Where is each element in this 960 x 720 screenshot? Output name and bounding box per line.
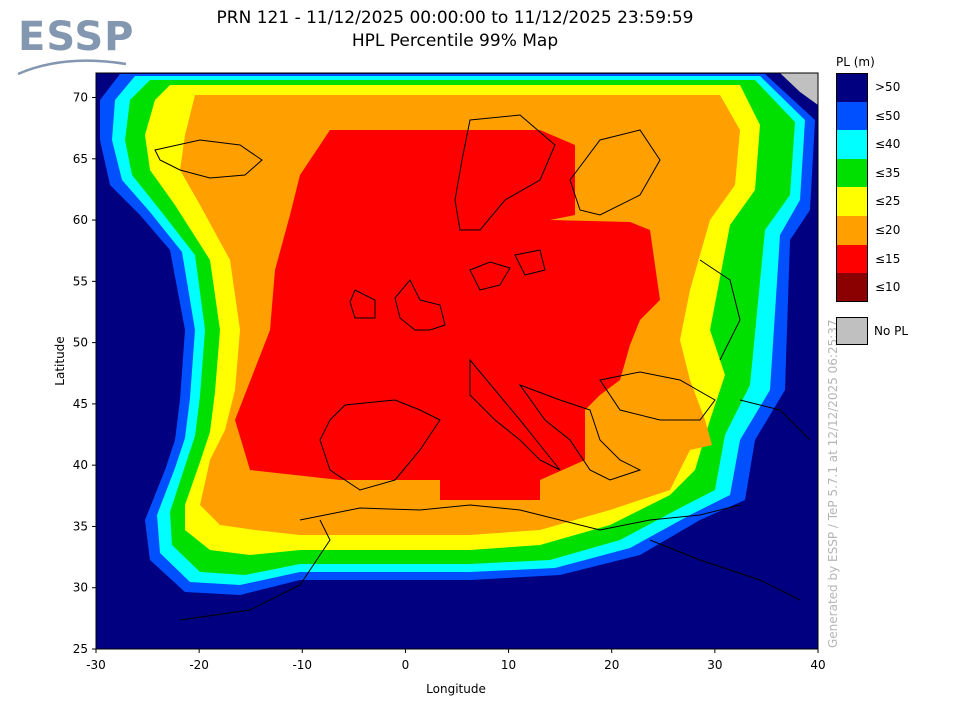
legend-label: ≤50	[875, 108, 901, 123]
x-tick-label: 20	[604, 658, 619, 672]
legend-label: ≤35	[875, 165, 901, 180]
legend-swatch	[836, 158, 868, 188]
y-tick-label: 65	[73, 152, 88, 166]
legend-swatch	[836, 273, 868, 302]
legend-swatch	[836, 187, 868, 216]
chart-subtitle: HPL Percentile 99% Map	[351, 31, 559, 51]
legend-label: ≤10	[875, 280, 901, 295]
x-tick-label: 30	[707, 658, 722, 672]
y-tick-label: 30	[73, 581, 88, 595]
chart-title: PRN 121 - 11/12/2025 00:00:00 to 11/12/2…	[216, 8, 694, 28]
region-core-15	[235, 130, 660, 500]
legend-swatch	[836, 130, 868, 159]
x-axis: -30 -20 -10 0 10 20 30 40	[86, 649, 826, 672]
logo-text: ESSP	[18, 14, 135, 60]
region-no-pl	[780, 73, 818, 105]
x-tick-label: -10	[292, 658, 312, 672]
y-tick-label: 70	[73, 91, 88, 105]
logo-swoosh-icon	[17, 59, 127, 76]
y-tick-label: 55	[73, 274, 88, 288]
legend-label: ≤40	[875, 137, 901, 152]
y-axis: 25 30 35 40 45 50 55 60 65 70	[73, 91, 96, 656]
y-axis-label: Latitude	[53, 336, 67, 385]
y-tick-label: 25	[73, 642, 88, 656]
legend-label: >50	[875, 80, 901, 94]
legend-swatch	[836, 244, 868, 274]
y-tick-label: 60	[73, 213, 88, 227]
x-tick-label: 0	[402, 658, 410, 672]
y-tick-label: 35	[73, 519, 88, 533]
x-tick-label: -20	[189, 658, 209, 672]
legend-swatch	[836, 101, 868, 131]
y-tick-label: 45	[73, 397, 88, 411]
y-tick-label: 40	[73, 458, 88, 472]
coastlines	[154, 114, 811, 621]
x-tick-label: -30	[86, 658, 106, 672]
legend-label: ≤25	[875, 194, 901, 209]
y-tick-label: 50	[73, 336, 88, 350]
plot-frame	[95, 72, 819, 650]
legend-swatch-no-pl	[836, 317, 868, 345]
x-tick-label: 40	[810, 658, 825, 672]
x-axis-label: Longitude	[426, 682, 486, 696]
legend-label-no-pl: No PL	[874, 324, 909, 338]
x-tick-label: 10	[501, 658, 516, 672]
essp-logo: ESSP	[14, 10, 154, 82]
legend-frame	[836, 73, 868, 302]
legend-title: PL (m)	[836, 55, 875, 69]
legend-label: ≤20	[875, 223, 901, 237]
legend-swatch	[836, 73, 868, 102]
legend-label: ≤15	[875, 251, 901, 266]
legend-swatch	[836, 216, 868, 245]
